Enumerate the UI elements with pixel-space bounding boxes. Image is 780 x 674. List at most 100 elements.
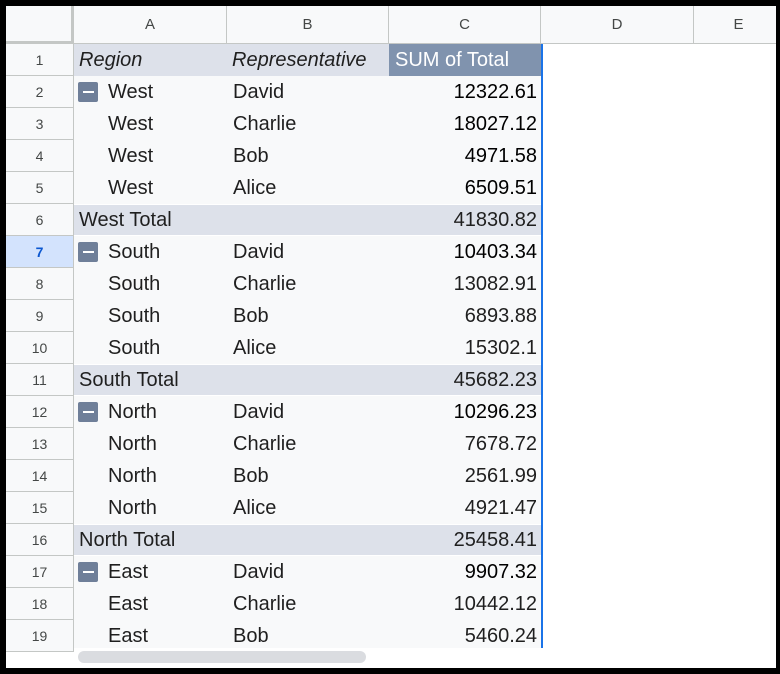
- region-total-value[interactable]: 45682.23: [453, 368, 537, 391]
- region-total-value[interactable]: 41830.82: [453, 208, 537, 231]
- region-cell[interactable]: North: [74, 396, 227, 428]
- column-header-d[interactable]: D: [541, 6, 694, 44]
- row-header-11[interactable]: 11: [6, 364, 74, 396]
- representative-cell[interactable]: Bob: [227, 300, 389, 332]
- row-header-9[interactable]: 9: [6, 300, 74, 332]
- region-total-label[interactable]: West Total: [79, 208, 172, 231]
- region-label: South: [108, 304, 161, 327]
- sum-value-cell[interactable]: 10442.12: [389, 588, 541, 620]
- representative-cell[interactable]: David: [227, 76, 389, 108]
- representative-cell[interactable]: Bob: [227, 620, 389, 652]
- row-header-19[interactable]: 19: [6, 620, 74, 652]
- region-label: North: [108, 496, 157, 519]
- select-all-corner[interactable]: [6, 6, 74, 44]
- region-label: East: [108, 560, 149, 583]
- region-cell[interactable]: West: [74, 140, 227, 172]
- row-header-14[interactable]: 14: [6, 460, 74, 492]
- region-cell[interactable]: East: [74, 620, 227, 652]
- region-cell[interactable]: South: [74, 236, 227, 268]
- pivot-header-region[interactable]: Region: [74, 44, 227, 76]
- representative-cell[interactable]: Alice: [227, 332, 389, 364]
- region-cell[interactable]: North: [74, 428, 227, 460]
- representative-cell[interactable]: Charlie: [227, 428, 389, 460]
- region-label: South: [108, 240, 161, 263]
- region-total-value[interactable]: 25458.41: [453, 528, 537, 551]
- region-label: South: [108, 336, 161, 359]
- sum-value-cell[interactable]: 18027.12: [389, 108, 541, 140]
- region-cell[interactable]: North: [74, 460, 227, 492]
- representative-cell[interactable]: David: [227, 556, 389, 588]
- row-header-2[interactable]: 2: [6, 76, 74, 108]
- horizontal-scrollbar-thumb[interactable]: [78, 651, 366, 663]
- region-label: East: [108, 624, 149, 647]
- sum-value-cell[interactable]: 9907.32: [389, 556, 541, 588]
- region-cell[interactable]: South: [74, 300, 227, 332]
- sum-value-cell[interactable]: 13082.91: [389, 268, 541, 300]
- pivot-header-representative[interactable]: Representative: [227, 44, 389, 76]
- representative-cell[interactable]: Bob: [227, 140, 389, 172]
- region-cell[interactable]: East: [74, 556, 227, 588]
- pivot-total-row: [74, 525, 541, 555]
- row-header-3[interactable]: 3: [6, 108, 74, 140]
- region-cell[interactable]: South: [74, 332, 227, 364]
- sum-value-cell[interactable]: 15302.1: [389, 332, 541, 364]
- sum-value-cell[interactable]: 10403.34: [389, 236, 541, 268]
- sum-value-cell[interactable]: 4921.47: [389, 492, 541, 524]
- region-cell[interactable]: West: [74, 76, 227, 108]
- column-header-b[interactable]: B: [227, 6, 389, 44]
- row-header-18[interactable]: 18: [6, 588, 74, 620]
- region-label: North: [108, 432, 157, 455]
- column-header-a[interactable]: A: [74, 6, 227, 44]
- column-header-c[interactable]: C: [389, 6, 541, 44]
- row-header-16[interactable]: 16: [6, 524, 74, 556]
- row-header-15[interactable]: 15: [6, 492, 74, 524]
- sum-value-cell[interactable]: 12322.61: [389, 76, 541, 108]
- sum-value-cell[interactable]: 2561.99: [389, 460, 541, 492]
- representative-cell[interactable]: David: [227, 236, 389, 268]
- selection-border: [541, 44, 543, 648]
- pivot-header-sum[interactable]: SUM of Total: [389, 44, 541, 76]
- column-header-e[interactable]: E: [694, 6, 776, 44]
- pivot-total-row: [74, 205, 541, 235]
- region-total-label[interactable]: South Total: [79, 368, 179, 391]
- representative-cell[interactable]: Bob: [227, 460, 389, 492]
- region-cell[interactable]: West: [74, 108, 227, 140]
- region-label: West: [108, 112, 154, 135]
- collapse-toggle-minus-icon[interactable]: [78, 82, 98, 102]
- sum-value-cell[interactable]: 5460.24: [389, 620, 541, 652]
- region-cell[interactable]: North: [74, 492, 227, 524]
- region-cell[interactable]: East: [74, 588, 227, 620]
- sum-value-cell[interactable]: 4971.58: [389, 140, 541, 172]
- row-header-8[interactable]: 8: [6, 268, 74, 300]
- row-header-5[interactable]: 5: [6, 172, 74, 204]
- row-header-10[interactable]: 10: [6, 332, 74, 364]
- representative-cell[interactable]: Charlie: [227, 588, 389, 620]
- collapse-toggle-minus-icon[interactable]: [78, 402, 98, 422]
- row-header-12[interactable]: 12: [6, 396, 74, 428]
- row-header-13[interactable]: 13: [6, 428, 74, 460]
- region-label: East: [108, 592, 149, 615]
- region-label: West: [108, 80, 154, 103]
- sum-value-cell[interactable]: 10296.23: [389, 396, 541, 428]
- representative-cell[interactable]: Charlie: [227, 268, 389, 300]
- sum-value-cell[interactable]: 6509.51: [389, 172, 541, 204]
- region-total-label[interactable]: North Total: [79, 528, 176, 551]
- collapse-toggle-minus-icon[interactable]: [78, 562, 98, 582]
- representative-cell[interactable]: David: [227, 396, 389, 428]
- collapse-toggle-minus-icon[interactable]: [78, 242, 98, 262]
- row-header-6[interactable]: 6: [6, 204, 74, 236]
- row-header-1[interactable]: 1: [6, 44, 74, 76]
- pivot-total-row: [74, 365, 541, 395]
- row-header-7[interactable]: 7: [6, 236, 74, 268]
- row-header-4[interactable]: 4: [6, 140, 74, 172]
- representative-cell[interactable]: Charlie: [227, 108, 389, 140]
- sum-value-cell[interactable]: 7678.72: [389, 428, 541, 460]
- sum-value-cell[interactable]: 6893.88: [389, 300, 541, 332]
- region-cell[interactable]: West: [74, 172, 227, 204]
- representative-cell[interactable]: Alice: [227, 492, 389, 524]
- region-label: West: [108, 144, 154, 167]
- region-cell[interactable]: South: [74, 268, 227, 300]
- representative-cell[interactable]: Alice: [227, 172, 389, 204]
- row-header-17[interactable]: 17: [6, 556, 74, 588]
